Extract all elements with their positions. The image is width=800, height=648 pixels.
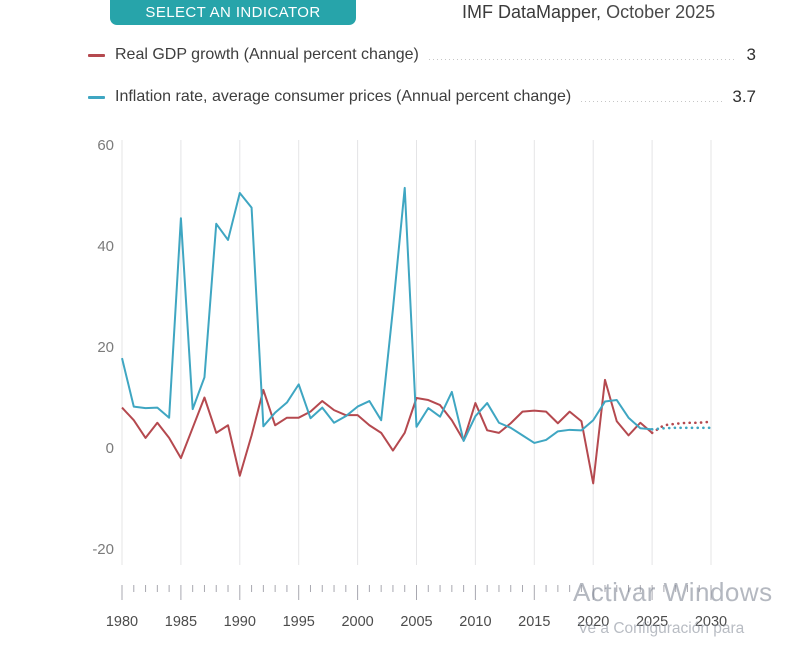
y-axis-label--20: -20 bbox=[92, 541, 114, 558]
projection-line-inflation[interactable] bbox=[650, 426, 713, 431]
series-line-inflation[interactable] bbox=[121, 186, 653, 444]
y-axis-label-0: 0 bbox=[106, 440, 114, 457]
gdp-legend-label: Real GDP growth (Annual percent change) bbox=[115, 46, 419, 63]
gdp-latest-value: 3 bbox=[746, 45, 756, 64]
y-axis-label-60: 60 bbox=[97, 137, 114, 154]
y-axis-label-40: 40 bbox=[97, 238, 114, 255]
x-axis-label-2010: 2010 bbox=[459, 614, 491, 630]
x-axis-label-1980: 1980 bbox=[106, 614, 138, 630]
inflation-latest-value: 3.7 bbox=[732, 87, 756, 106]
x-axis-label-2000: 2000 bbox=[341, 614, 373, 630]
projection-line-gdp[interactable] bbox=[650, 420, 713, 435]
x-axis-label-2005: 2005 bbox=[400, 614, 432, 630]
dotted-leader bbox=[428, 58, 737, 60]
x-axis-label-2020: 2020 bbox=[577, 614, 609, 630]
y-axis-label-20: 20 bbox=[97, 339, 114, 356]
inflation-line-swatch bbox=[88, 95, 105, 99]
inflation-legend-label: Inflation rate, average consumer prices … bbox=[115, 88, 572, 105]
series-line-gdp[interactable] bbox=[121, 378, 653, 485]
brand-name: IMF DataMapper, bbox=[462, 2, 602, 22]
x-axis-label-2030: 2030 bbox=[695, 614, 727, 630]
x-axis-label-2015: 2015 bbox=[518, 614, 550, 630]
page-title: IMF DataMapper, October 2025 bbox=[462, 2, 715, 23]
select-indicator-button[interactable]: SELECT AN INDICATOR bbox=[110, 0, 356, 25]
edition-date: October 2025 bbox=[606, 2, 716, 22]
legend-item-gdp[interactable]: Real GDP growth (Annual percent change) … bbox=[88, 44, 756, 66]
x-axis-label-1990: 1990 bbox=[224, 614, 256, 630]
x-axis-label-1985: 1985 bbox=[165, 614, 197, 630]
legend-item-inflation[interactable]: Inflation rate, average consumer prices … bbox=[88, 86, 756, 108]
x-axis-label-2025: 2025 bbox=[636, 614, 668, 630]
gdp-line-swatch bbox=[88, 53, 105, 57]
legend: Real GDP growth (Annual percent change) … bbox=[88, 44, 756, 128]
dotted-leader bbox=[581, 100, 723, 102]
x-axis-label-1995: 1995 bbox=[283, 614, 315, 630]
